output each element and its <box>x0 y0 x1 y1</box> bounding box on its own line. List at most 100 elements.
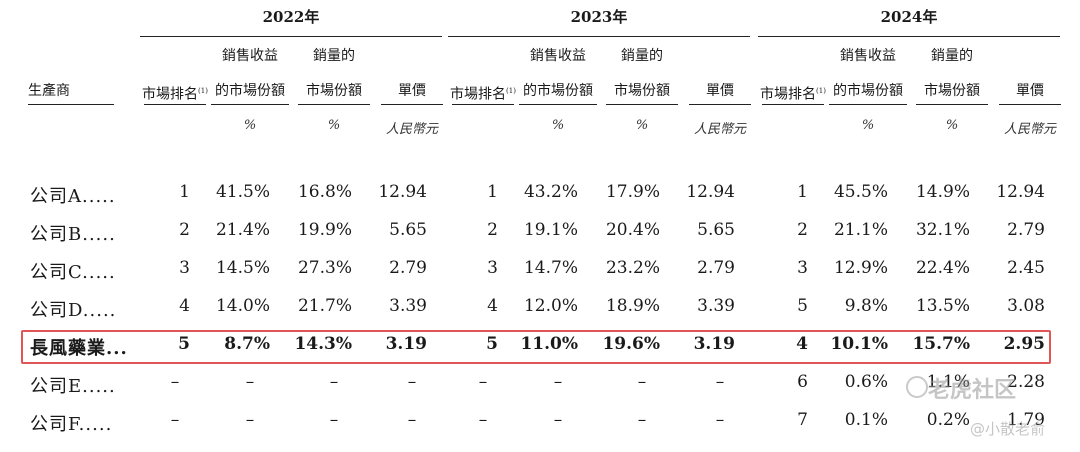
table-cell: 2 <box>179 220 190 240</box>
footnote-marker: (1) <box>198 87 208 95</box>
table-cell: 22.4% <box>915 258 970 278</box>
table-cell: 2 <box>487 220 498 240</box>
rank-header: 市場排名(1) <box>137 80 213 107</box>
rank-header: 市場排名(1) <box>755 80 831 107</box>
company-name: 公司F..... <box>30 414 113 435</box>
table-cell: 45.5% <box>833 182 888 202</box>
table-cell: 0.2% <box>926 410 970 430</box>
unit-rmb: 人民幣元 <box>1003 122 1056 137</box>
watermark-circle-icon <box>906 376 928 398</box>
price-header: 單價 <box>398 83 426 99</box>
table-cell: 4 <box>487 296 498 316</box>
table-cell: 3 <box>797 258 808 278</box>
revenue-share-header: 銷售收益 <box>530 48 586 64</box>
table-cell: – <box>478 410 488 430</box>
unit-percent: % <box>861 118 875 133</box>
table-cell: 5 <box>797 296 808 316</box>
producer-underline <box>28 104 114 105</box>
table-cell: 2 <box>797 220 808 240</box>
table-cell: 14.3% <box>294 334 352 354</box>
table-cell: – <box>329 372 339 392</box>
price-header: 單價 <box>1016 83 1044 99</box>
table-cell: 12.94 <box>996 182 1045 202</box>
table-cell: 5.65 <box>389 220 427 240</box>
revenue-share-header: 銷售收益 <box>840 48 896 64</box>
highlight-box <box>21 330 1051 364</box>
company-name: 長風藥業... <box>30 338 128 359</box>
table-cell: 2.28 <box>1007 372 1045 392</box>
column-header-underline <box>452 104 514 105</box>
volume-share-header: 銷量的 <box>313 48 355 64</box>
column-header-underline <box>144 104 206 105</box>
table-cell: – <box>637 410 647 430</box>
revenue-share-header: 的市場份額 <box>215 83 285 99</box>
table-cell: 15.7% <box>912 334 970 354</box>
table-cell: – <box>553 372 563 392</box>
table-cell: 19.6% <box>602 334 660 354</box>
column-header-underline <box>916 104 988 105</box>
table-cell: 32.1% <box>915 220 970 240</box>
table-cell: 19.9% <box>297 220 352 240</box>
unit-rmb: 人民幣元 <box>693 122 746 137</box>
table-cell: 2.79 <box>1007 220 1045 240</box>
table-cell: 2.79 <box>697 258 735 278</box>
table-cell: – <box>170 372 180 392</box>
table-cell: 0.6% <box>844 372 888 392</box>
rank-header-text: 市場排名 <box>760 86 817 103</box>
volume-share-header: 市場份額 <box>306 83 362 99</box>
unit-rmb: 人民幣元 <box>385 122 438 137</box>
rank-header-text: 市場排名 <box>142 86 199 103</box>
table-cell: 11.0% <box>520 334 578 354</box>
table-cell: 18.9% <box>605 296 660 316</box>
company-name: 公司C..... <box>30 262 116 283</box>
table-cell: 3.19 <box>693 334 735 354</box>
table-cell: – <box>715 372 725 392</box>
company-name: 公司D..... <box>30 300 117 321</box>
table-cell: 0.1% <box>844 410 888 430</box>
table-cell: 41.5% <box>215 182 270 202</box>
footnote-marker: (1) <box>816 87 826 95</box>
table-cell: 7 <box>797 410 808 430</box>
revenue-share-header: 銷售收益 <box>222 48 278 64</box>
company-name: 公司B..... <box>30 224 116 245</box>
year-underline <box>758 36 1060 37</box>
table-cell: 20.4% <box>605 220 660 240</box>
table-cell: 4 <box>179 296 190 316</box>
company-name: 公司E..... <box>30 376 116 397</box>
year-header: 2023年 <box>570 8 628 26</box>
table-cell: – <box>245 372 255 392</box>
revenue-share-header: 的市場份額 <box>833 83 903 99</box>
table-cell: 6 <box>797 372 808 392</box>
table-cell: 13.5% <box>915 296 970 316</box>
year-underline <box>448 36 750 37</box>
rank-header-text: 市場排名 <box>450 86 507 103</box>
year-header: 2024年 <box>880 8 938 26</box>
column-header-underline <box>689 104 751 105</box>
table-cell: 1 <box>797 182 808 202</box>
rank-header: 市場排名(1) <box>445 80 521 107</box>
table-cell: – <box>407 410 417 430</box>
table-cell: 17.9% <box>605 182 660 202</box>
table-cell: 3 <box>179 258 190 278</box>
table-cell: 27.3% <box>297 258 352 278</box>
table-cell: 3.39 <box>389 296 427 316</box>
watermark-author: @小散老俞 <box>970 420 1046 438</box>
table-cell: 1 <box>179 182 190 202</box>
table-cell: 14.9% <box>915 182 970 202</box>
table-cell: 14.7% <box>523 258 578 278</box>
table-cell: 3.19 <box>385 334 427 354</box>
table-cell: – <box>329 410 339 430</box>
table-cell: 1.1% <box>926 372 970 392</box>
table-cell: 9.8% <box>844 296 888 316</box>
price-header: 單價 <box>706 83 734 99</box>
table-cell: 21.4% <box>215 220 270 240</box>
column-header-underline <box>999 104 1061 105</box>
table-cell: 21.7% <box>297 296 352 316</box>
table-cell: 2.79 <box>389 258 427 278</box>
unit-percent: % <box>327 118 341 133</box>
table-cell: 5.65 <box>697 220 735 240</box>
column-header-underline <box>762 104 824 105</box>
column-header-underline <box>829 104 907 105</box>
table-cell: – <box>637 372 647 392</box>
table-cell: 1 <box>487 182 498 202</box>
